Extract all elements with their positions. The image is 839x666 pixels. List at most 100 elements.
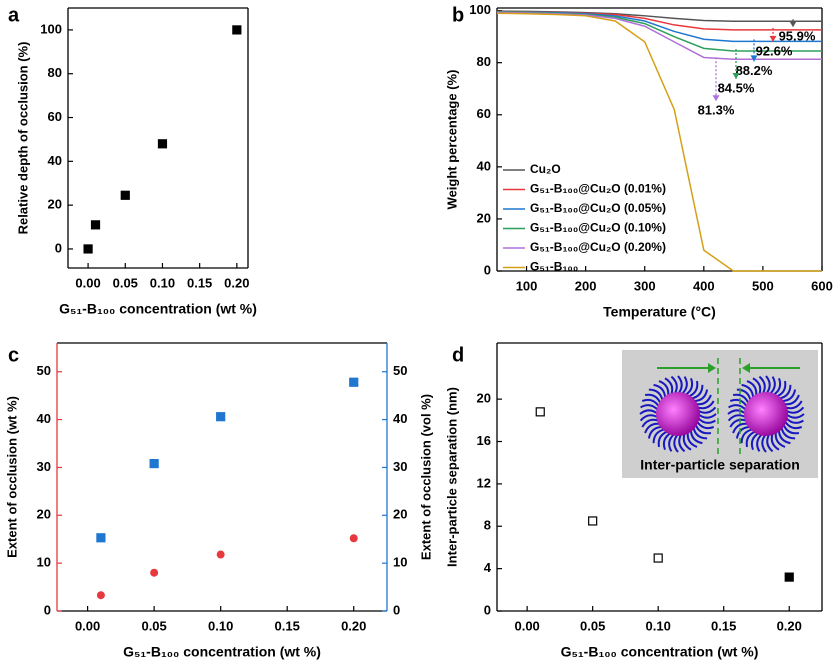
annotation: 88.2% — [736, 63, 773, 78]
legend-label: G₅₁-B₁₀₀@Cu₂O (0.10%) — [530, 221, 666, 235]
legend-label: G₅₁-B₁₀₀@Cu₂O (0.20%) — [530, 240, 666, 254]
y-tick-label: 0 — [44, 602, 51, 617]
x-tick-label: 100 — [516, 278, 538, 293]
inset-label: Inter-particle separation — [640, 457, 800, 473]
marker — [216, 412, 226, 422]
y-tick-label: 8 — [484, 518, 491, 533]
y-tick-label: 20 — [37, 507, 51, 522]
x-tick-label: 600 — [811, 278, 833, 293]
x-tick-label: 0.05 — [141, 618, 166, 633]
x-tick-label: 300 — [634, 278, 656, 293]
legend-label: G₅₁-B₁₀₀@Cu₂O (0.05%) — [530, 201, 666, 215]
x-tick-label: 0.20 — [341, 618, 366, 633]
y-axis-label: Relative depth of occlusion (%) — [15, 42, 30, 235]
panel-label: c — [8, 344, 19, 366]
marker — [588, 516, 598, 526]
marker — [150, 568, 159, 577]
line — [496, 11, 822, 61]
y-tick-label: 0 — [484, 262, 491, 277]
inset-particle — [656, 392, 700, 436]
y-tick-label: 40 — [37, 411, 51, 426]
annotation-arrowhead — [712, 95, 720, 102]
annotation-arrowhead — [769, 35, 777, 42]
y2-axis-label: Extent of occlusion (vol %) — [418, 394, 433, 560]
marker — [90, 220, 101, 230]
inset-particle — [744, 392, 788, 436]
x-tick-label: 0.00 — [75, 618, 100, 633]
x-tick-label: 0.00 — [75, 275, 100, 290]
x-tick-label: 0.15 — [275, 618, 300, 633]
marker — [96, 591, 105, 600]
y2-tick-label: 0 — [393, 602, 400, 617]
y-tick-label: 60 — [477, 106, 491, 121]
annotation-arrowhead — [732, 72, 740, 79]
x-tick-label: 0.05 — [113, 275, 138, 290]
marker — [349, 534, 358, 543]
x-tick-label: 0.05 — [580, 618, 605, 633]
inset-arrowhead — [708, 363, 716, 373]
panel-label: b — [452, 4, 464, 26]
marker — [149, 459, 159, 469]
panel-label: a — [8, 4, 20, 26]
y2-tick-label: 30 — [393, 459, 407, 474]
y2-tick-label: 20 — [393, 507, 407, 522]
y-axis-label: Extent of occlusion (wt %) — [4, 396, 19, 558]
legend-label: G₅₁-B₁₀₀@Cu₂O (0.01%) — [530, 182, 666, 196]
x-tick-label: 500 — [752, 278, 774, 293]
marker — [232, 25, 242, 35]
y-tick-label: 80 — [48, 65, 62, 80]
marker — [157, 139, 168, 149]
marker — [349, 377, 359, 387]
marker — [120, 190, 130, 200]
y-tick-label: 12 — [477, 475, 491, 490]
y-tick-label: 30 — [37, 459, 51, 474]
y-axis-label: Inter-particle separation (nm) — [444, 387, 459, 567]
inset: Inter-particle separation — [622, 350, 818, 478]
x-tick-label: 0.00 — [514, 618, 539, 633]
y-tick-label: 10 — [37, 555, 51, 570]
y-tick-label: 16 — [477, 433, 491, 448]
y-tick-label: 20 — [48, 197, 62, 212]
x-tick-label: 0.10 — [150, 275, 175, 290]
marker — [216, 550, 225, 559]
y-axis-label: Weight percentage (%) — [444, 70, 459, 210]
line — [496, 12, 822, 272]
x-axis-label: G₅₁-B₁₀₀ concentration (wt %) — [59, 301, 257, 317]
legend-label: Cu₂O — [530, 162, 561, 176]
marker — [784, 572, 794, 582]
x-tick-label: 0.20 — [777, 618, 802, 633]
x-tick-label: 0.20 — [224, 275, 249, 290]
marker — [653, 553, 663, 563]
y2-tick-label: 50 — [393, 363, 407, 378]
x-tick-label: 400 — [693, 278, 715, 293]
y-tick-label: 40 — [477, 158, 491, 173]
y-tick-label: 4 — [484, 560, 492, 575]
annotation-arrowhead — [789, 21, 797, 28]
panel-label: d — [452, 344, 464, 366]
annotation: 81.3% — [698, 103, 735, 118]
y-tick-label: 0 — [55, 240, 62, 255]
y2-tick-label: 40 — [393, 411, 407, 426]
y-tick-label: 20 — [477, 391, 491, 406]
y-tick-label: 100 — [469, 2, 491, 17]
y-tick-label: 50 — [37, 363, 51, 378]
marker — [535, 407, 545, 417]
x-tick-label: 0.10 — [208, 618, 233, 633]
x-tick-label: 200 — [575, 278, 597, 293]
legend-label: G₅₁-B₁₀₀ — [530, 260, 578, 274]
marker — [83, 244, 93, 254]
x-axis-label: G₅₁-B₁₀₀ concentration (wt %) — [123, 644, 321, 660]
y-tick-label: 0 — [484, 602, 491, 617]
y-tick-label: 80 — [477, 54, 491, 69]
x-axis-label: G₅₁-B₁₀₀ concentration (wt %) — [561, 644, 759, 660]
annotation-arrowhead — [750, 55, 758, 62]
y-tick-label: 60 — [48, 109, 62, 124]
x-axis-label: Temperature (°C) — [603, 304, 716, 320]
y-tick-label: 40 — [48, 153, 62, 168]
annotation: 84.5% — [718, 80, 755, 95]
x-tick-label: 0.15 — [711, 618, 736, 633]
y2-tick-label: 10 — [393, 555, 407, 570]
marker — [96, 533, 106, 543]
inset-arrowhead — [742, 363, 750, 373]
